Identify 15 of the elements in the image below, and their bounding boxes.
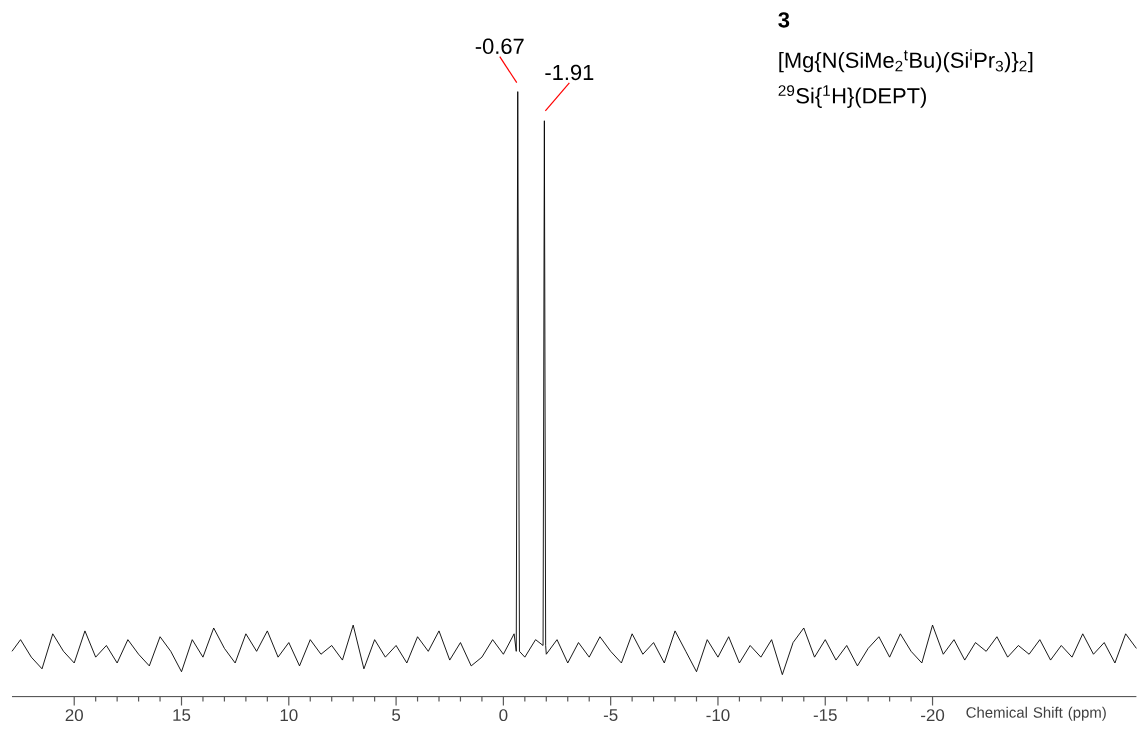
text: [Mg{N(SiMe$_{2}$$^{t}$Bu)(Si$^{i}$Pr$_{3}$)}$_{2}$] (779, 49, 1033, 73)
x-tick-label: 20 (65, 709, 83, 722)
annotation: -1.91 (545, 64, 594, 81)
x-tick-label: 0 (499, 709, 508, 722)
annotation: $^{29}$Si{$^{1}$H}(DEPT) (778, 85, 926, 109)
x-tick-label: -20 (921, 709, 945, 722)
x-tick-label: -10 (706, 709, 730, 722)
x-tick-label: -5 (603, 709, 618, 722)
x-tick-label: 15 (173, 709, 191, 722)
chart-title: 3 (778, 12, 790, 28)
x-tick-label: 5 (392, 709, 401, 722)
x-tick-label: 10 (280, 709, 298, 722)
x-axis-title: Chemical Shift (ppm) (966, 707, 1106, 721)
annotation: -0.67 (475, 38, 524, 55)
x-tick-label: -15 (813, 709, 837, 722)
